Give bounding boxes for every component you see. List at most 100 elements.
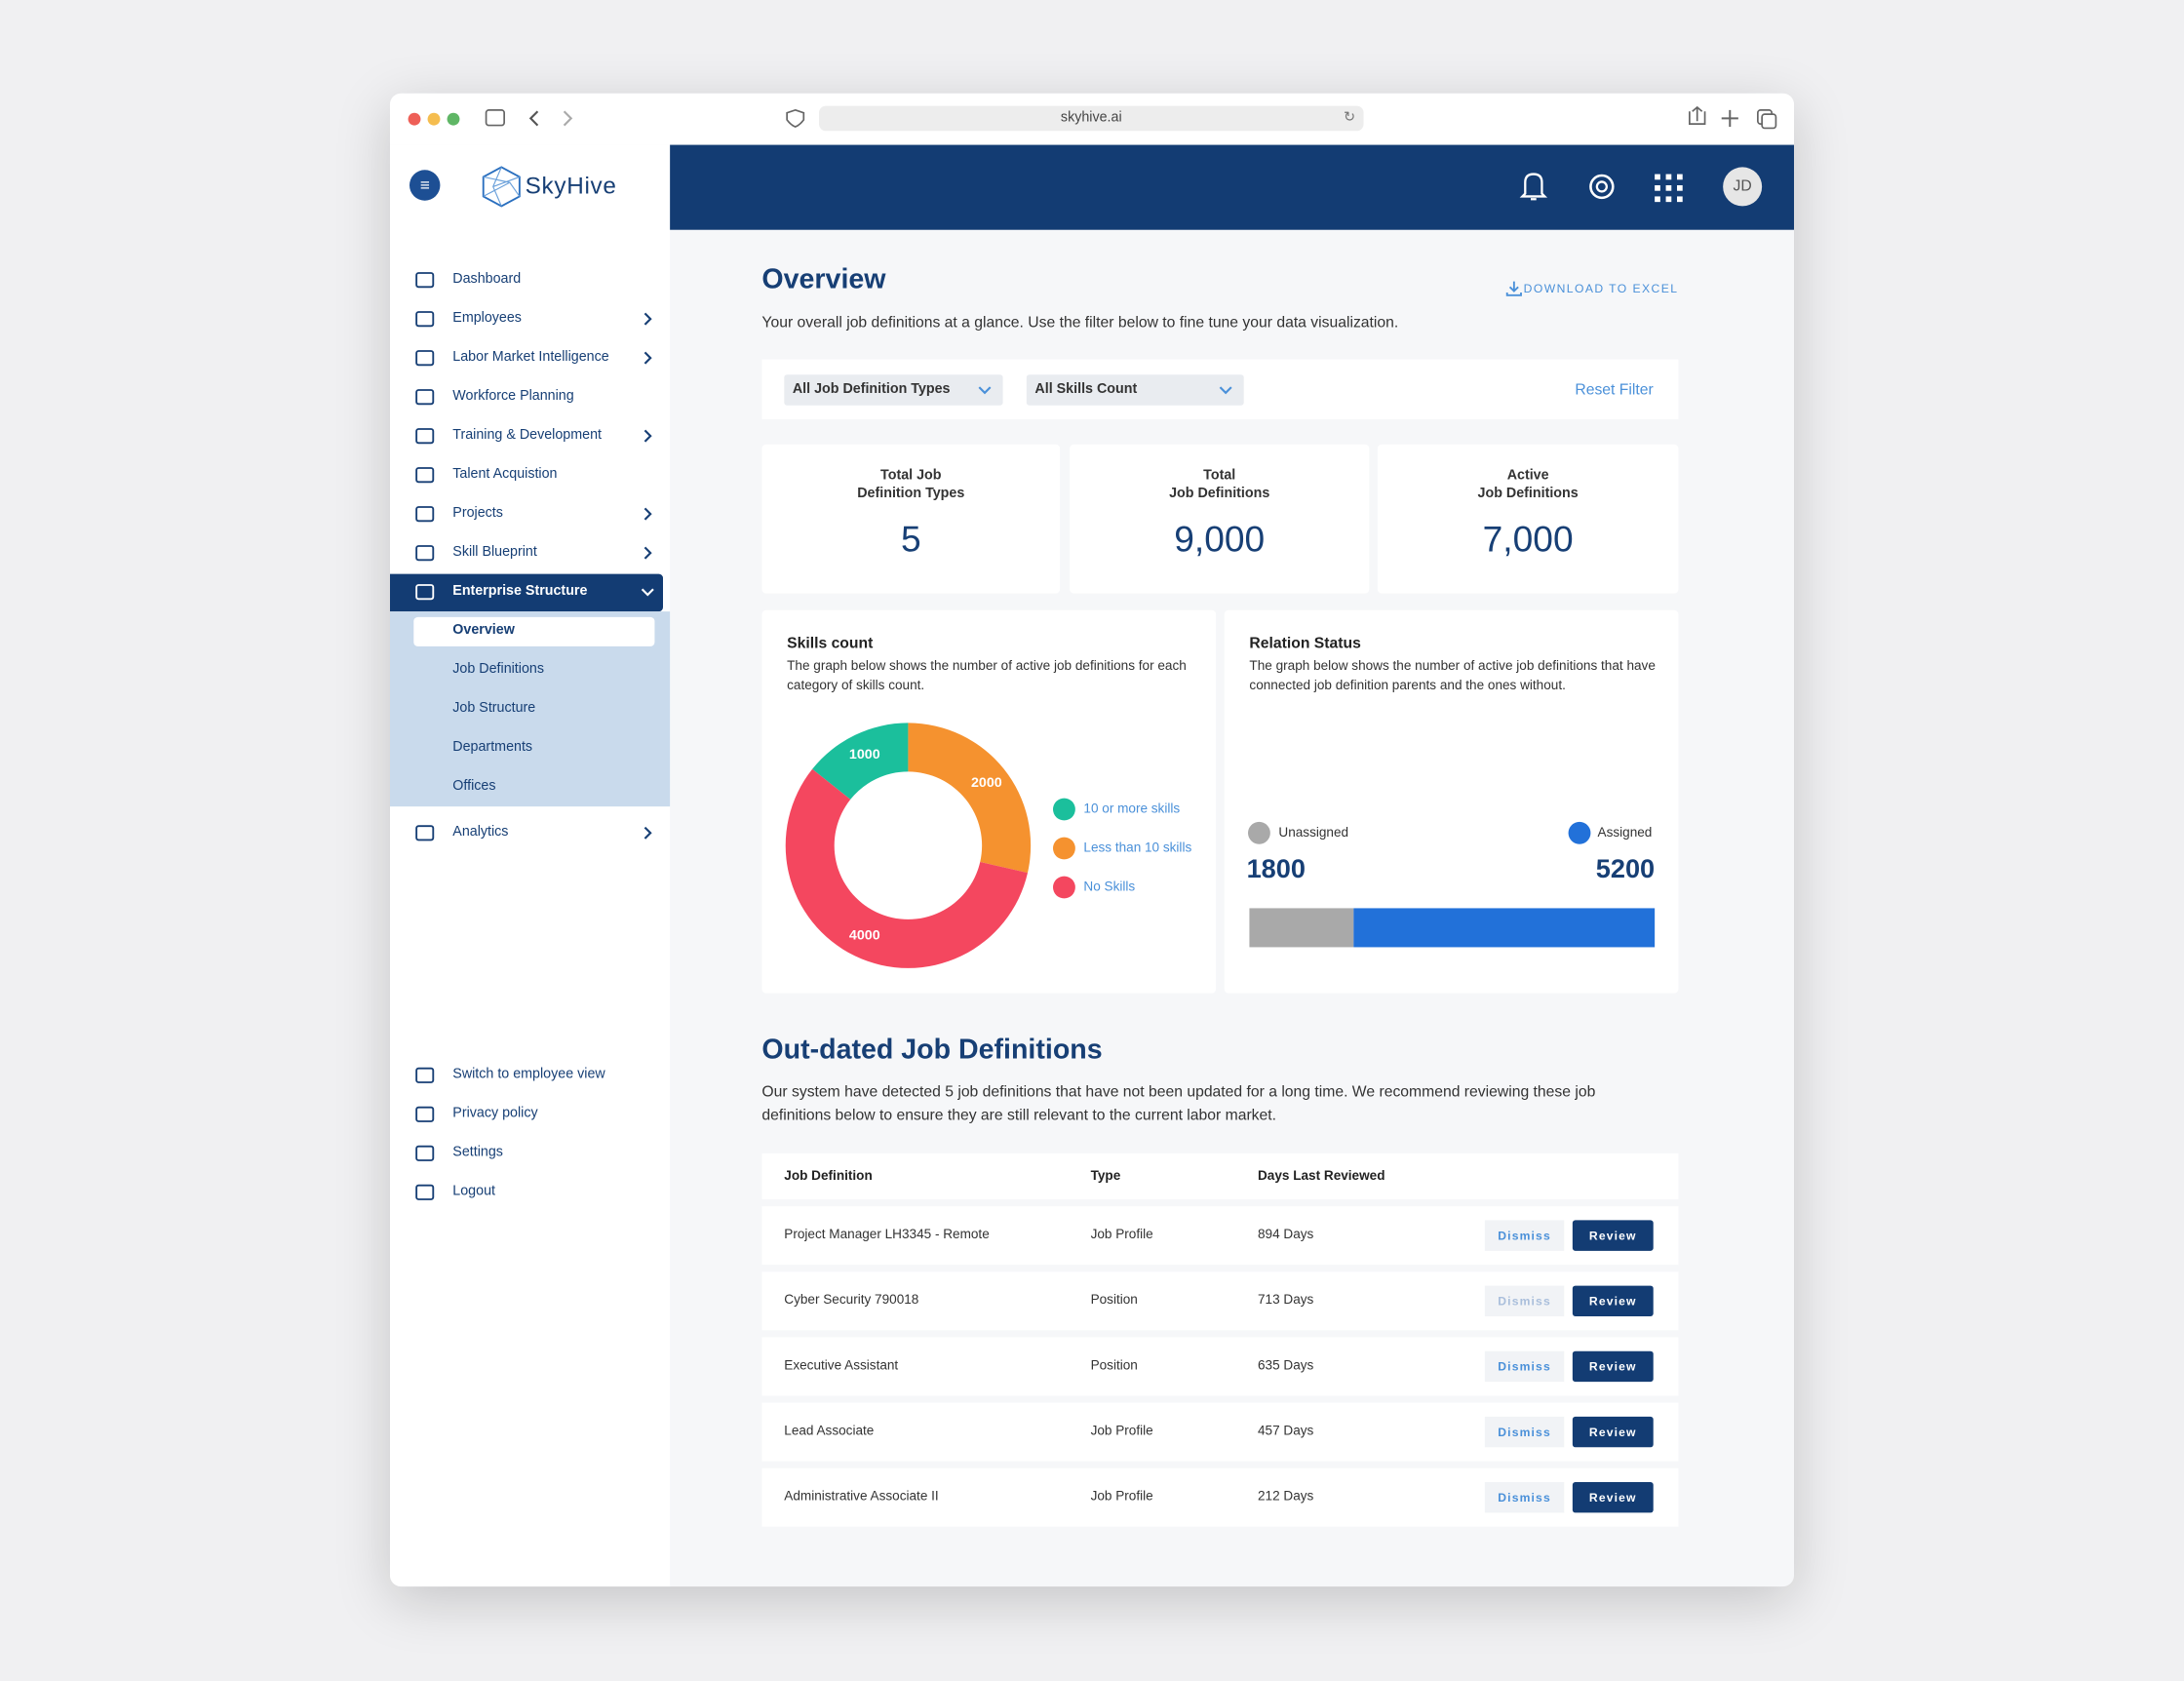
sidebar-icon (485, 108, 505, 127)
menu-item[interactable]: Skill Blueprint (452, 544, 537, 561)
review-button[interactable]: Review (1572, 1481, 1654, 1513)
menu-icon (415, 311, 435, 328)
chart-subtitle: The graph below shows the number of acti… (1249, 658, 1656, 693)
kpi-label: Job Definitions (1169, 486, 1270, 502)
submenu-item[interactable]: Job Definitions (452, 661, 544, 678)
dismiss-button[interactable]: Dismiss (1484, 1285, 1565, 1316)
menu-icon-shape (415, 506, 435, 523)
legend-swatch (1052, 798, 1075, 821)
page-title: Overview (761, 264, 886, 295)
share-icon (1688, 105, 1706, 125)
menu-icon (415, 825, 435, 841)
chevron (644, 507, 652, 521)
donut-segment (785, 768, 1028, 968)
table-cell: Job Profile (1090, 1489, 1153, 1505)
download-link[interactable]: DOWNLOAD TO EXCEL (1523, 281, 1679, 295)
menu-icon (415, 1184, 435, 1200)
kpi-label: Job Definitions (1477, 486, 1579, 502)
table-cell: Job Profile (1090, 1227, 1153, 1243)
footer-item[interactable]: Privacy policy (452, 1106, 538, 1121)
download-icon (1505, 281, 1522, 296)
dismiss-button[interactable]: Dismiss (1484, 1350, 1565, 1383)
menu-icon-shape (415, 272, 435, 289)
menu-button[interactable]: ≡ (409, 170, 441, 201)
menu-icon (415, 1106, 435, 1122)
filter-select[interactable]: All Skills Count (1026, 374, 1244, 406)
filter-label: All Skills Count (1034, 381, 1138, 398)
donut-chart: 1000 10 or more skills 2000 Less than 10 sk… (785, 723, 1191, 968)
table-cell: 212 Days (1257, 1489, 1314, 1505)
menu-icon-shape (415, 350, 435, 367)
footer-item[interactable]: Switch to employee view (452, 1067, 605, 1082)
menu-icon (415, 584, 435, 601)
apps-dot (1655, 196, 1660, 203)
submenu-item[interactable]: Overview (452, 622, 515, 639)
table-cell: Job Profile (1090, 1423, 1153, 1439)
kpi-value: 5 (900, 518, 921, 561)
menu-item[interactable]: Analytics (452, 824, 509, 840)
submenu-item[interactable]: Offices (452, 778, 496, 795)
table-cell: Project Manager LH3345 - Remote (784, 1227, 990, 1243)
logo-lines (483, 167, 521, 207)
menu-item[interactable]: Enterprise Structure (452, 583, 588, 600)
download-glyph (1505, 281, 1522, 296)
menu-item[interactable]: Workforce Planning (452, 388, 574, 405)
menu-icon-shape (415, 1184, 435, 1200)
footer-item[interactable]: Logout (452, 1184, 495, 1199)
chevron (641, 588, 654, 597)
menu-icon (415, 350, 435, 367)
review-button[interactable]: Review (1572, 1350, 1654, 1383)
bar-segment (1353, 908, 1656, 948)
chevron (1219, 386, 1232, 395)
submenu-item[interactable]: Job Structure (452, 700, 536, 717)
menu-icon-shape (415, 825, 435, 841)
table-cell: Executive Assistant (784, 1357, 899, 1374)
window-dot (427, 112, 441, 126)
menu-item[interactable]: Training & Development (452, 427, 603, 444)
chevron-path (644, 826, 652, 840)
reset-filter[interactable]: Reset Filter (1575, 381, 1654, 399)
dismiss-button[interactable]: Dismiss (1484, 1416, 1565, 1448)
apps-dot (1655, 174, 1660, 180)
submenu-active-bg (413, 616, 655, 646)
chevron-path (641, 588, 654, 597)
table-cell: 457 Days (1257, 1423, 1314, 1439)
review-button[interactable]: Review (1572, 1285, 1654, 1316)
footer-item[interactable]: Settings (452, 1145, 503, 1160)
menu-icon-shape (415, 1145, 435, 1161)
dismiss-button[interactable]: Dismiss (1484, 1220, 1565, 1251)
menu-icon (415, 1067, 435, 1083)
apps-dot (1676, 174, 1683, 180)
chevron (644, 826, 652, 840)
review-button[interactable]: Review (1572, 1220, 1654, 1251)
menu-active-bg (389, 573, 663, 612)
kpi-card: Total Job Definitions 9,000 (1070, 444, 1370, 594)
segment-label: 1000 (849, 747, 880, 762)
chevron-path (644, 312, 652, 326)
legend-swatch (1052, 876, 1075, 899)
filter-select[interactable]: All Job Definition Types (784, 374, 1003, 406)
avatar[interactable]: JD (1723, 167, 1763, 207)
menu-icon-shape (415, 389, 435, 406)
menu-icon-shape (415, 311, 435, 328)
menu-icon (415, 545, 435, 562)
submenu-item[interactable]: Departments (452, 739, 533, 756)
menu-item[interactable]: Projects (452, 505, 503, 522)
dismiss-button[interactable]: Dismiss (1484, 1481, 1565, 1513)
menu-item[interactable]: Employees (452, 310, 522, 327)
forward-icon (563, 110, 573, 127)
chevron (978, 386, 992, 395)
url: skyhive.ai (1060, 109, 1122, 126)
value-label: 5200 (1596, 853, 1655, 883)
menu-item[interactable]: Labor Market Intelligence (452, 349, 609, 366)
donut-segment (908, 723, 1032, 874)
review-button[interactable]: Review (1572, 1416, 1654, 1448)
table-header (761, 1153, 1679, 1199)
kpi-card: Active Job Definitions 7,000 (1377, 444, 1679, 594)
segment-label: 4000 (849, 928, 880, 944)
menu-icon (415, 1145, 435, 1161)
menu-icon-shape (415, 1106, 435, 1122)
menu-item[interactable]: Talent Acquistion (452, 466, 558, 483)
legend-swatch (1052, 837, 1075, 860)
menu-item[interactable]: Dashboard (452, 271, 522, 288)
